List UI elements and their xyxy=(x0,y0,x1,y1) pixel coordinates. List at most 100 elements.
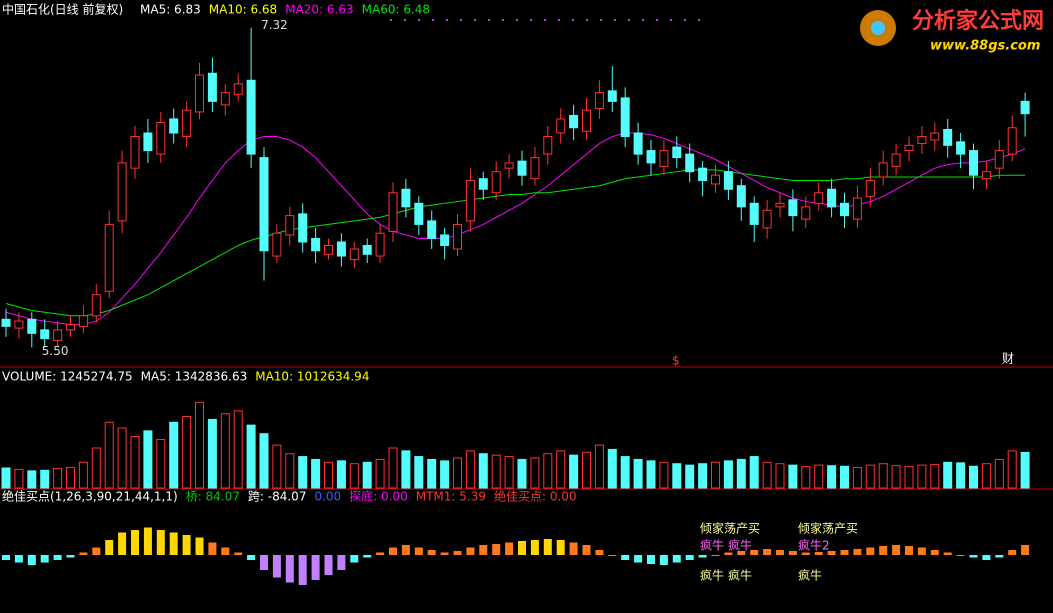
header-label: 0.00 xyxy=(314,490,341,504)
candle-body xyxy=(78,315,88,327)
candle-body xyxy=(723,171,733,190)
candle-body xyxy=(904,144,914,152)
volume-bar xyxy=(633,458,643,489)
indicator-bar xyxy=(131,530,139,555)
volume-bar xyxy=(349,463,359,489)
candle-body xyxy=(517,160,527,176)
volume-bar xyxy=(685,464,695,489)
indicator-bar xyxy=(659,555,668,565)
indicator-bar xyxy=(389,547,397,555)
indicator-bar xyxy=(905,546,913,555)
volume-bar xyxy=(1020,451,1030,489)
volume-bar xyxy=(427,458,437,489)
indicator-bar xyxy=(492,544,501,555)
indicator-bar xyxy=(221,547,230,555)
indicator-bar xyxy=(672,555,681,563)
volume-bar xyxy=(672,463,682,489)
candle-body xyxy=(620,97,630,138)
candle-body xyxy=(504,162,514,169)
decoration-dot xyxy=(544,19,546,21)
candle-body xyxy=(207,72,217,102)
header-label: 跨: -84.07 xyxy=(248,490,307,504)
candle-body xyxy=(27,318,37,334)
indicator-bar xyxy=(401,545,410,555)
volume-bar xyxy=(465,450,475,489)
header-label: MA20: 6.63 xyxy=(285,3,353,17)
indicator-bar xyxy=(788,551,797,555)
indicator-bar xyxy=(169,532,178,555)
indicator-bar xyxy=(1008,550,1017,555)
candle-body xyxy=(633,132,643,155)
decoration-dot xyxy=(558,19,560,21)
high-label: 7.32 xyxy=(261,18,288,32)
candle-body xyxy=(91,294,101,317)
indicator-bar xyxy=(298,555,307,585)
volume-bar xyxy=(375,458,385,489)
volume-bar xyxy=(414,456,424,489)
decoration-dot xyxy=(474,19,476,21)
volume-bar xyxy=(904,466,914,489)
indicator-bar xyxy=(750,550,759,555)
event-marker: 财 xyxy=(1002,352,1014,366)
signal-label: 疯牛2 xyxy=(798,538,830,553)
candle-body xyxy=(311,237,321,252)
header-label: MA10: 6.68 xyxy=(209,3,277,17)
indicator-bar xyxy=(582,545,591,555)
volume-bar xyxy=(956,462,966,489)
indicator-bar xyxy=(1021,545,1030,555)
decoration-dot xyxy=(642,19,644,21)
header-label: 探底: 0.00 xyxy=(349,489,408,504)
volume-bar xyxy=(698,463,708,489)
volume-bar xyxy=(814,464,824,489)
volume-bar xyxy=(478,453,488,489)
volume-bar xyxy=(27,470,37,489)
decoration-dot xyxy=(488,19,490,21)
header-label: MA5: 6.83 xyxy=(140,3,201,17)
candle-body xyxy=(775,202,785,208)
decoration-dot xyxy=(670,19,672,21)
candle-body xyxy=(994,150,1004,169)
candle-body xyxy=(465,179,475,222)
indicator-bar xyxy=(608,555,617,556)
decoration-dot xyxy=(460,19,462,21)
indicator-bar xyxy=(14,555,23,563)
candle-body xyxy=(594,92,604,109)
signal-label: 疯牛 xyxy=(700,568,724,583)
indicator-bar xyxy=(647,555,655,564)
volume-bar xyxy=(66,466,75,489)
volume-bar xyxy=(91,447,101,489)
volume-bar xyxy=(117,427,127,489)
candle-body xyxy=(156,121,166,155)
volume-bar xyxy=(736,458,746,489)
header-label: MA5: 1342836.63 xyxy=(141,370,248,384)
indicator-bar xyxy=(827,551,836,555)
candle-body xyxy=(143,132,153,152)
decoration-dot xyxy=(656,19,658,21)
volume-bar xyxy=(711,461,720,489)
candle-body xyxy=(453,223,462,250)
candle-body xyxy=(285,215,295,236)
indicator-bar xyxy=(776,550,784,555)
volume-bar xyxy=(504,456,514,489)
indicator-bar xyxy=(66,555,75,558)
indicator-bar xyxy=(634,555,643,563)
volume-bar xyxy=(491,454,501,489)
decoration-dot xyxy=(446,19,448,21)
header-label: 桥: 84.07 xyxy=(186,490,240,504)
volume-bar xyxy=(207,418,217,489)
volume-bar xyxy=(14,468,24,489)
volume-bar xyxy=(298,456,308,489)
indicator-bar xyxy=(685,555,694,560)
candle-body xyxy=(878,162,888,178)
volume-bar xyxy=(156,438,166,489)
volume-bar xyxy=(878,463,888,489)
decoration-dot xyxy=(418,19,420,21)
candle-body xyxy=(14,320,24,329)
candle-body xyxy=(969,150,978,176)
indicator-bar xyxy=(801,552,810,555)
volume-bar xyxy=(1,467,11,489)
volume-bar xyxy=(517,458,527,489)
candle-body xyxy=(711,174,720,185)
indicator-bar xyxy=(866,547,875,555)
candle-body xyxy=(1020,100,1030,115)
